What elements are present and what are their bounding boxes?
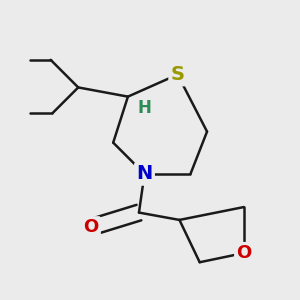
Text: S: S [171, 65, 184, 84]
Text: N: N [136, 164, 153, 183]
Text: O: O [83, 218, 99, 236]
Text: H: H [137, 99, 152, 117]
Text: O: O [236, 244, 251, 262]
